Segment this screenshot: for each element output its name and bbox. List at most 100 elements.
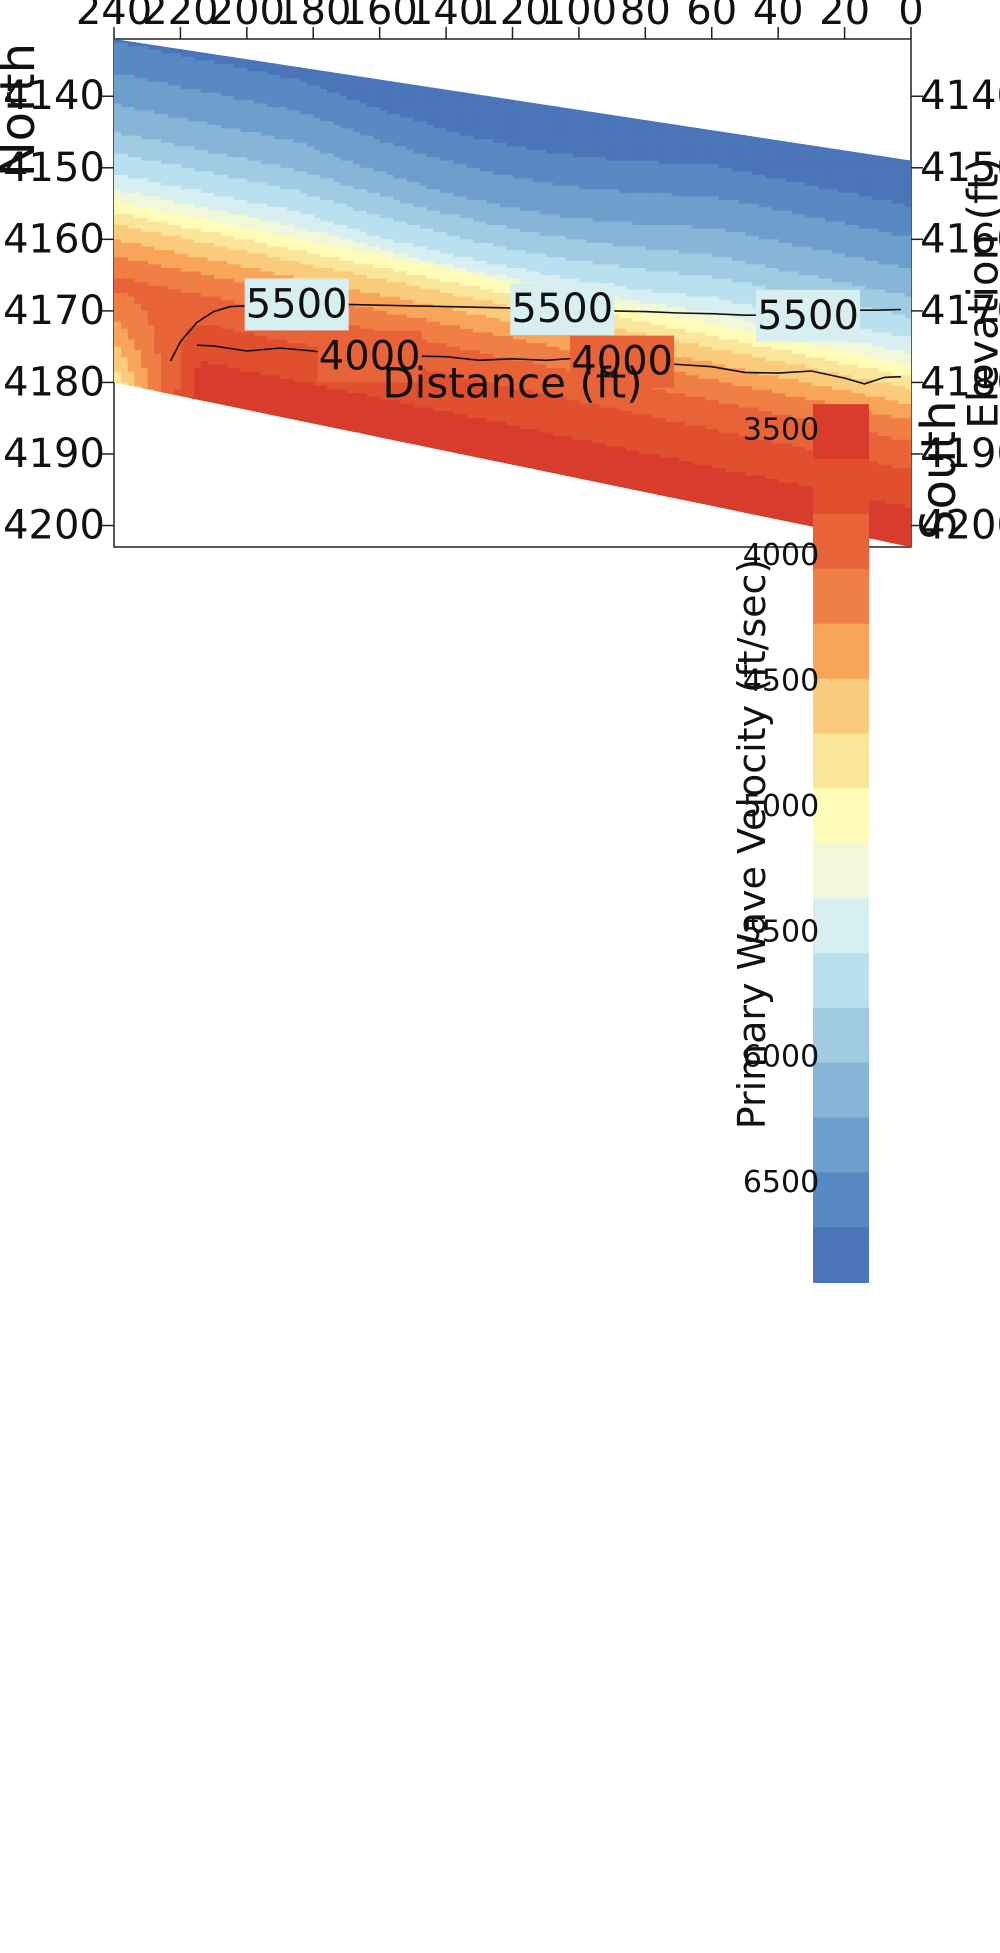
velocity-cell — [791, 396, 799, 401]
velocity-cell — [804, 345, 812, 351]
velocity-cell — [751, 460, 759, 465]
velocity-cell — [903, 514, 911, 519]
velocity-cell — [857, 356, 866, 361]
velocity-cell — [704, 356, 713, 361]
velocity-cell — [671, 446, 680, 451]
velocity-cell — [903, 252, 911, 258]
velocity-cell — [877, 278, 885, 283]
velocity-cell — [777, 464, 786, 469]
velocity-cell — [857, 392, 866, 397]
velocity-cell — [757, 181, 766, 186]
velocity-cell — [877, 506, 885, 512]
velocity-cell — [877, 224, 885, 229]
velocity-cell — [844, 388, 852, 394]
velocity-cell — [883, 292, 892, 297]
velocity-cell — [724, 467, 733, 472]
velocity-cell — [903, 506, 911, 512]
velocity-cell — [864, 181, 872, 186]
velocity-cell — [897, 202, 905, 208]
velocity-cell — [651, 481, 660, 487]
velocity-cell — [870, 192, 879, 197]
velocity-cell — [830, 210, 839, 215]
velocity-cell — [691, 449, 699, 454]
velocity-cell — [611, 217, 620, 222]
velocity-cell — [631, 195, 640, 200]
velocity-cell — [717, 149, 726, 154]
velocity-cell — [903, 245, 911, 251]
velocity-cell — [883, 492, 892, 497]
velocity-cell — [897, 288, 905, 293]
velocity-cell — [810, 181, 819, 186]
velocity-cell — [777, 213, 786, 218]
velocity-cell — [704, 288, 713, 293]
velocity-cell — [870, 528, 879, 533]
velocity-cell — [618, 217, 626, 222]
velocity-cell — [857, 181, 866, 186]
velocity-cell — [883, 410, 892, 415]
velocity-cell — [857, 360, 866, 365]
velocity-cell — [664, 278, 673, 283]
velocity-cell — [797, 363, 806, 369]
velocity-cell — [903, 499, 911, 505]
velocity-cell — [903, 385, 911, 390]
velocity-cell — [897, 231, 905, 236]
velocity-cell — [691, 467, 699, 472]
velocity-cell — [658, 131, 666, 136]
velocity-cell — [890, 206, 899, 211]
velocity-cell — [644, 320, 653, 326]
velocity-cell — [618, 231, 626, 236]
velocity-cell — [784, 496, 792, 501]
velocity-cell — [877, 231, 885, 236]
velocity-cell — [817, 167, 826, 172]
velocity-cell — [631, 238, 640, 243]
velocity-cell — [638, 406, 646, 412]
velocity-cell — [897, 539, 905, 544]
velocity-cell — [751, 388, 759, 394]
velocity-cell — [864, 356, 872, 361]
velocity-cell — [724, 217, 733, 222]
velocity-cell — [897, 313, 905, 318]
velocity-cell — [671, 163, 680, 168]
velocity-cell — [757, 492, 766, 497]
velocity-cell — [764, 506, 773, 512]
velocity-cell — [864, 159, 872, 165]
velocity-cell — [678, 367, 686, 372]
velocity-cell — [804, 381, 812, 386]
velocity-cell — [870, 392, 879, 397]
velocity-cell — [824, 181, 832, 186]
velocity-cell — [830, 170, 839, 175]
velocity-cell — [903, 177, 911, 183]
velocity-cell — [724, 496, 733, 501]
velocity-cell — [824, 177, 832, 183]
velocity-cell — [864, 324, 872, 329]
velocity-cell — [864, 188, 872, 193]
velocity-cell — [870, 532, 879, 537]
velocity-cell — [624, 242, 633, 247]
velocity-cell — [883, 363, 892, 369]
velocity-cell — [777, 195, 786, 200]
velocity-cell — [698, 278, 706, 283]
velocity-cell — [638, 449, 646, 454]
velocity-cell — [757, 478, 766, 483]
velocity-cell — [724, 317, 733, 322]
velocity-cell — [731, 295, 739, 301]
velocity-cell — [890, 263, 899, 268]
velocity-cell — [797, 163, 806, 168]
velocity-cell — [691, 127, 699, 132]
velocity-cell — [897, 403, 905, 408]
velocity-cell — [864, 353, 872, 358]
velocity-cell — [664, 306, 673, 311]
velocity-cell — [837, 342, 846, 347]
velocity-cell — [757, 167, 766, 172]
velocity-cell — [651, 478, 660, 483]
velocity-cell — [618, 177, 626, 183]
velocity-cell — [698, 149, 706, 154]
velocity-cell — [764, 145, 773, 150]
velocity-cell — [784, 174, 792, 179]
velocity-cell — [804, 396, 812, 401]
velocity-cell — [810, 188, 819, 193]
velocity-cell — [631, 295, 640, 301]
velocity-cell — [764, 256, 773, 261]
velocity-cell — [810, 274, 819, 279]
velocity-cell — [691, 227, 699, 233]
